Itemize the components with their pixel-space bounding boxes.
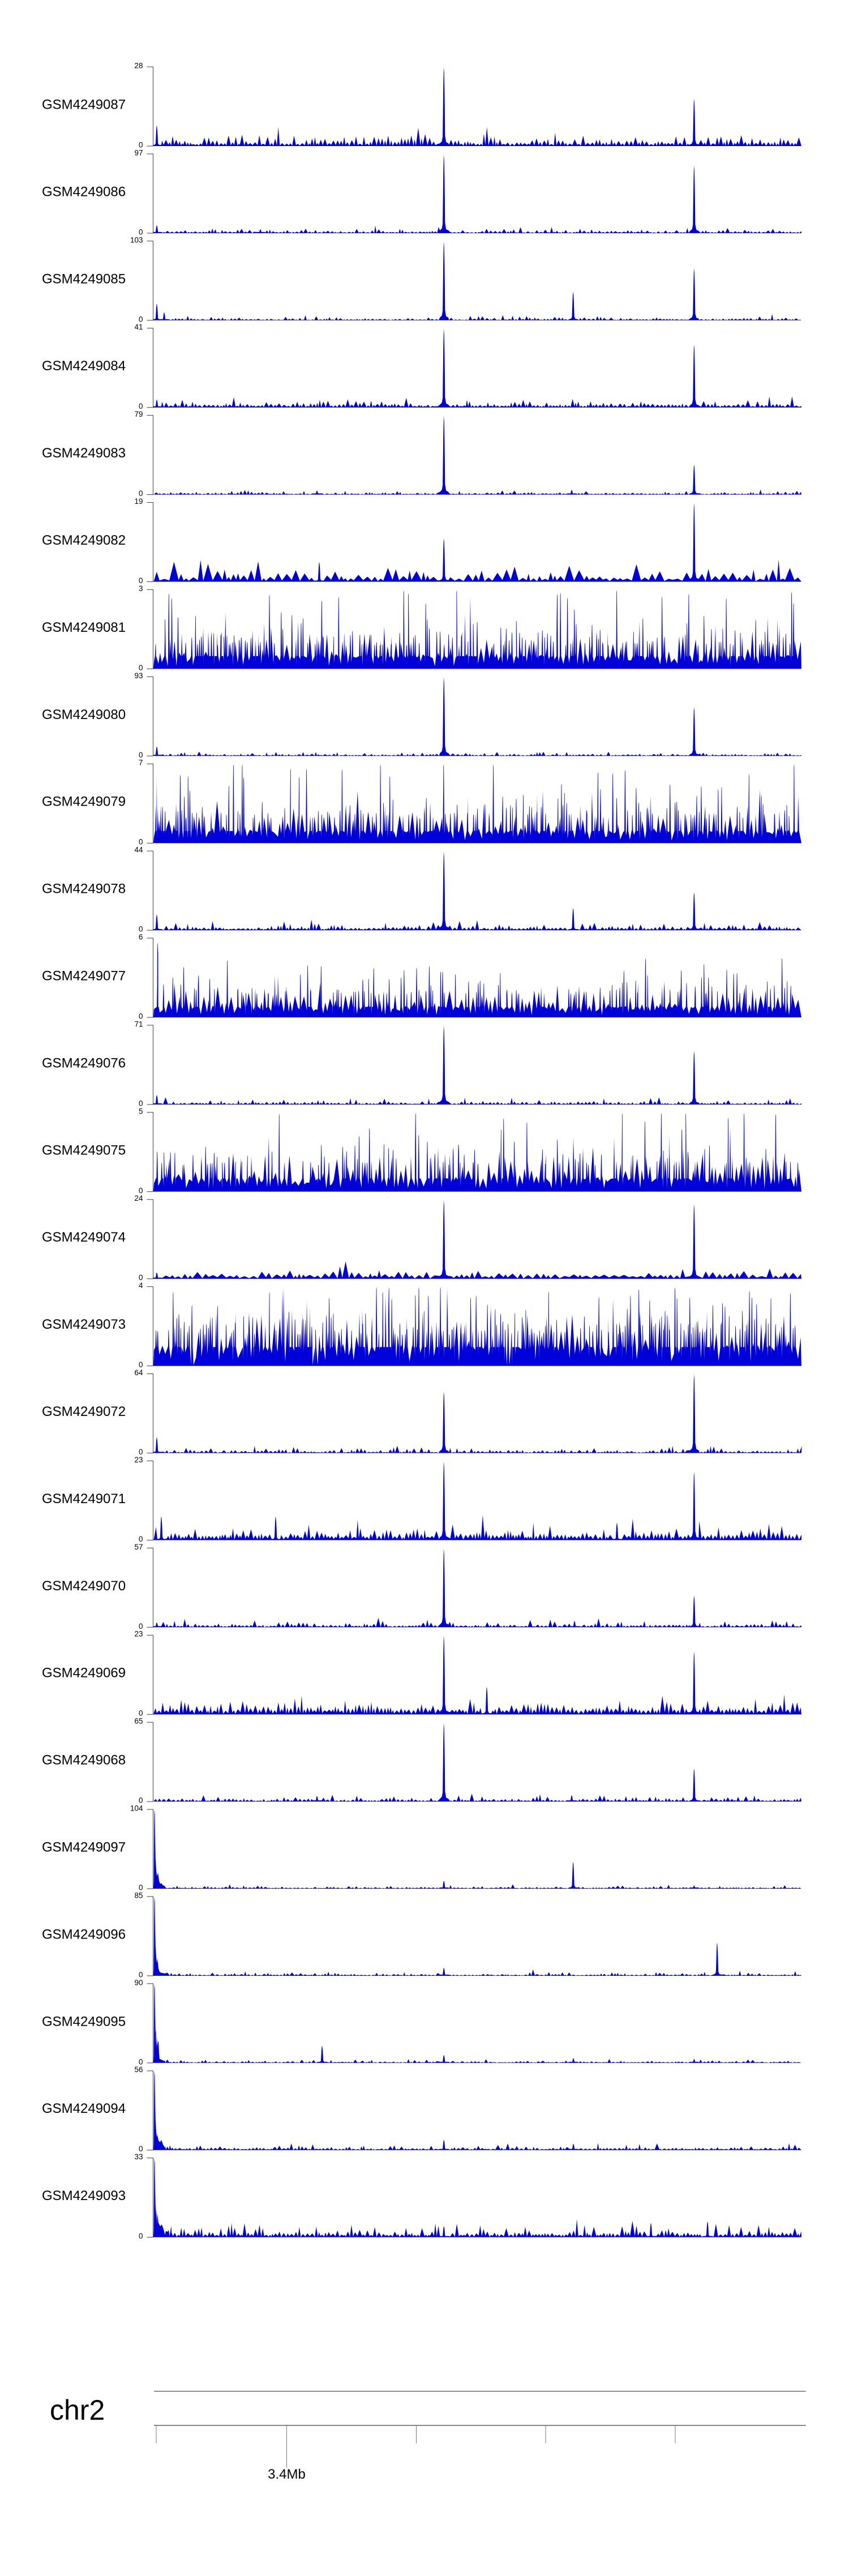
svg-text:GSM4249071: GSM4249071 <box>42 1491 126 1507</box>
svg-text:44: 44 <box>134 846 143 854</box>
svg-text:0: 0 <box>139 2232 143 2240</box>
svg-text:0: 0 <box>139 664 143 672</box>
svg-text:0: 0 <box>139 1360 143 1369</box>
svg-text:24: 24 <box>134 1194 143 1203</box>
svg-text:GSM4249095: GSM4249095 <box>42 2014 126 2029</box>
svg-text:0: 0 <box>139 315 143 323</box>
svg-text:56: 56 <box>134 2065 143 2074</box>
svg-text:0: 0 <box>139 1622 143 1631</box>
svg-text:0: 0 <box>139 1273 143 1282</box>
svg-text:GSM4249093: GSM4249093 <box>42 2188 126 2203</box>
svg-text:GSM4249082: GSM4249082 <box>42 533 126 548</box>
svg-text:0: 0 <box>139 489 143 498</box>
svg-text:0: 0 <box>139 925 143 934</box>
svg-text:GSM4249094: GSM4249094 <box>42 2101 126 2116</box>
svg-text:GSM4249068: GSM4249068 <box>42 1753 126 1768</box>
svg-text:0: 0 <box>139 1970 143 1979</box>
svg-text:GSM4249079: GSM4249079 <box>42 794 126 810</box>
svg-text:0: 0 <box>139 2057 143 2066</box>
svg-text:0: 0 <box>139 402 143 410</box>
svg-text:97: 97 <box>134 148 143 157</box>
svg-text:GSM4249070: GSM4249070 <box>42 1578 126 1594</box>
svg-text:GSM4249078: GSM4249078 <box>42 882 126 897</box>
svg-text:GSM4249077: GSM4249077 <box>42 969 126 984</box>
svg-text:28: 28 <box>134 62 143 70</box>
svg-text:57: 57 <box>134 1543 143 1551</box>
svg-text:0: 0 <box>139 1709 143 1718</box>
svg-text:41: 41 <box>134 323 143 331</box>
svg-text:5: 5 <box>139 1107 143 1115</box>
svg-text:79: 79 <box>134 410 143 418</box>
svg-text:0: 0 <box>139 1099 143 1107</box>
svg-text:GSM4249081: GSM4249081 <box>42 620 126 635</box>
svg-text:0: 0 <box>139 1535 143 1543</box>
svg-text:0: 0 <box>139 1012 143 1021</box>
svg-text:GSM4249083: GSM4249083 <box>42 446 126 461</box>
svg-text:0: 0 <box>139 838 143 846</box>
svg-text:0: 0 <box>139 751 143 759</box>
svg-text:6: 6 <box>139 933 143 942</box>
svg-text:GSM4249072: GSM4249072 <box>42 1404 126 1419</box>
svg-text:0: 0 <box>139 228 143 236</box>
svg-text:19: 19 <box>134 497 143 506</box>
svg-text:23: 23 <box>134 1630 143 1638</box>
svg-text:GSM4249087: GSM4249087 <box>42 97 126 113</box>
svg-text:0: 0 <box>139 141 143 149</box>
svg-text:71: 71 <box>134 1020 143 1028</box>
svg-text:4: 4 <box>139 1281 143 1290</box>
svg-text:GSM4249086: GSM4249086 <box>42 184 126 199</box>
svg-text:0: 0 <box>139 1448 143 1456</box>
svg-text:3.4Mb: 3.4Mb <box>268 2467 306 2482</box>
svg-text:65: 65 <box>134 1717 143 1726</box>
svg-text:104: 104 <box>130 1804 143 1813</box>
svg-text:33: 33 <box>134 2153 143 2161</box>
svg-text:93: 93 <box>134 671 143 680</box>
svg-text:GSM4249076: GSM4249076 <box>42 1055 126 1071</box>
svg-text:103: 103 <box>130 236 143 244</box>
svg-text:0: 0 <box>139 1884 143 1892</box>
svg-text:23: 23 <box>134 1456 143 1464</box>
svg-text:0: 0 <box>139 1186 143 1195</box>
svg-text:90: 90 <box>134 1978 143 1987</box>
svg-text:GSM4249080: GSM4249080 <box>42 707 126 722</box>
svg-text:GSM4249097: GSM4249097 <box>42 1840 126 1855</box>
svg-text:GSM4249073: GSM4249073 <box>42 1317 126 1332</box>
svg-text:GSM4249084: GSM4249084 <box>42 358 126 374</box>
svg-text:GSM4249075: GSM4249075 <box>42 1142 126 1158</box>
svg-text:64: 64 <box>134 1368 143 1377</box>
svg-text:85: 85 <box>134 1891 143 1899</box>
svg-text:7: 7 <box>139 759 143 767</box>
svg-text:chr2: chr2 <box>50 2394 105 2426</box>
svg-text:GSM4249096: GSM4249096 <box>42 1927 126 1942</box>
svg-text:0: 0 <box>139 576 143 585</box>
svg-text:GSM4249085: GSM4249085 <box>42 271 126 286</box>
svg-text:GSM4249069: GSM4249069 <box>42 1666 126 1681</box>
svg-text:3: 3 <box>139 584 143 593</box>
svg-text:0: 0 <box>139 1796 143 1805</box>
svg-text:GSM4249074: GSM4249074 <box>42 1230 126 1245</box>
svg-text:0: 0 <box>139 2145 143 2153</box>
